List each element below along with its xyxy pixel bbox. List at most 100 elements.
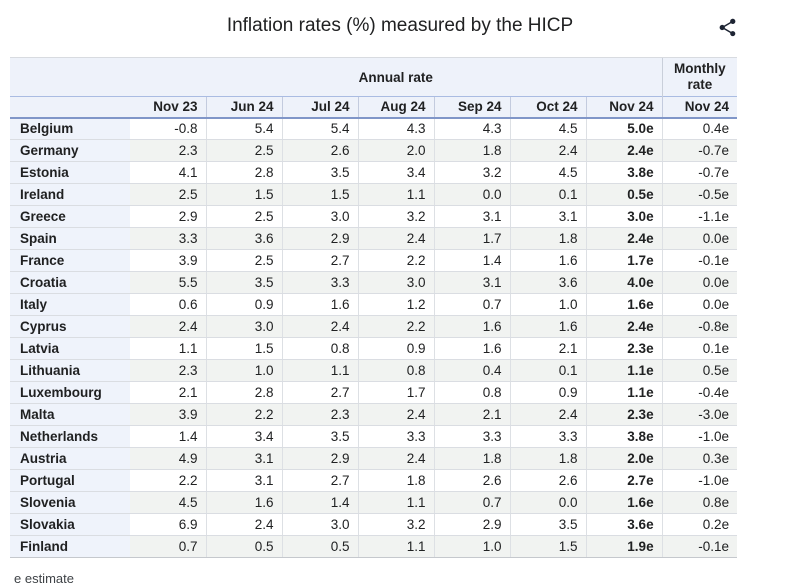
corner-cell — [10, 96, 130, 119]
table-row-malta: Malta 3.9 2.2 2.3 2.4 2.1 2.4 2.3e -3.0e — [10, 403, 738, 426]
title-bar: Inflation rates (%) measured by the HICP — [0, 0, 800, 57]
column-header-aug-24: Aug 24 — [357, 96, 434, 119]
value-cell: 3.5 — [281, 425, 358, 448]
value-cell: 0.9 — [205, 293, 282, 316]
value-cell: 1.1 — [281, 359, 358, 382]
country-cell: Latvia — [10, 337, 130, 360]
value-cell: 3.3 — [357, 425, 434, 448]
value-cell: 3.1 — [433, 271, 510, 294]
table-row-italy: Italy 0.6 0.9 1.6 1.2 0.7 1.0 1.6e 0.0e — [10, 293, 738, 316]
value-cell: 3.3 — [433, 425, 510, 448]
value-cell: 2.6 — [433, 469, 510, 492]
monthly-value-cell: -0.7e — [661, 139, 738, 162]
corner-cell — [10, 57, 130, 97]
annual-rate-group-header: Annual rate — [130, 57, 663, 97]
table-row-austria: Austria 4.9 3.1 2.9 2.4 1.8 1.8 2.0e 0.3e — [10, 447, 738, 470]
table-row-slovakia: Slovakia 6.9 2.4 3.0 3.2 2.9 3.5 3.6e 0.2e — [10, 513, 738, 536]
value-cell: 3.1 — [509, 205, 586, 228]
value-cell: 3.8e — [585, 425, 663, 448]
monthly-value-cell: 0.1e — [661, 337, 738, 360]
value-cell: 0.5 — [205, 535, 282, 558]
monthly-value-cell: -0.8e — [661, 315, 738, 338]
value-cell: 1.5 — [205, 183, 282, 206]
value-cell: 1.1e — [585, 359, 663, 382]
value-cell: 1.4 — [130, 425, 206, 448]
table-row-greece: Greece 2.9 2.5 3.0 3.2 3.1 3.1 3.0e -1.1e — [10, 205, 738, 228]
table-row-latvia: Latvia 1.1 1.5 0.8 0.9 1.6 2.1 2.3e 0.1e — [10, 337, 738, 360]
value-cell: 1.8 — [509, 447, 586, 470]
value-cell: 1.6 — [509, 315, 586, 338]
table-row-netherlands: Netherlands 1.4 3.4 3.5 3.3 3.3 3.3 3.8e -1.0e — [10, 425, 738, 448]
country-cell: Cyprus — [10, 315, 130, 338]
value-cell: 2.5 — [205, 139, 282, 162]
country-cell: Austria — [10, 447, 130, 470]
inflation-table: Annual rate Monthly rate Nov 23 Jun 24 Jul… — [10, 57, 738, 558]
value-cell: 2.8 — [205, 161, 282, 184]
monthly-value-cell: -1.0e — [661, 425, 738, 448]
country-cell: Estonia — [10, 161, 130, 184]
value-cell: 2.4 — [130, 315, 206, 338]
value-cell: 3.2 — [357, 205, 434, 228]
value-cell: 2.2 — [130, 469, 206, 492]
value-cell: 3.3 — [509, 425, 586, 448]
table-row-slovenia: Slovenia 4.5 1.6 1.4 1.1 0.7 0.0 1.6e 0.8e — [10, 491, 738, 514]
value-cell: 1.7 — [433, 227, 510, 250]
value-cell: 1.7e — [585, 249, 663, 272]
table-row-lithuania: Lithuania 2.3 1.0 1.1 0.8 0.4 0.1 1.1e 0.5e — [10, 359, 738, 382]
monthly-value-cell: 0.0e — [661, 227, 738, 250]
country-cell: France — [10, 249, 130, 272]
value-cell: 4.5 — [509, 117, 586, 140]
value-cell: 2.0e — [585, 447, 663, 470]
value-cell: 1.1e — [585, 381, 663, 404]
value-cell: 2.6 — [281, 139, 358, 162]
value-cell: 0.4 — [433, 359, 510, 382]
value-cell: 1.8 — [433, 139, 510, 162]
table-row-ireland: Ireland 2.5 1.5 1.5 1.1 0.0 0.1 0.5e -0.5e — [10, 183, 738, 206]
share-icon[interactable] — [716, 16, 738, 40]
monthly-value-cell: -3.0e — [661, 403, 738, 426]
table-row-estonia: Estonia 4.1 2.8 3.5 3.4 3.2 4.5 3.8e -0.7e — [10, 161, 738, 184]
monthly-value-cell: 0.0e — [661, 293, 738, 316]
value-cell: 4.3 — [433, 117, 510, 140]
value-cell: 2.2 — [205, 403, 282, 426]
table-row-cyprus: Cyprus 2.4 3.0 2.4 2.2 1.6 1.6 2.4e -0.8e — [10, 315, 738, 338]
monthly-value-cell: -1.1e — [661, 205, 738, 228]
value-cell: 1.2 — [357, 293, 434, 316]
value-cell: 2.9 — [433, 513, 510, 536]
column-header-oct-24: Oct 24 — [509, 96, 586, 119]
monthly-value-cell: -0.7e — [661, 161, 738, 184]
country-cell: Portugal — [10, 469, 130, 492]
value-cell: 3.5 — [281, 161, 358, 184]
value-cell: 3.6e — [585, 513, 663, 536]
value-cell: 1.8 — [433, 447, 510, 470]
value-cell: 3.1 — [433, 205, 510, 228]
value-cell: 2.7 — [281, 469, 358, 492]
value-cell: 5.0e — [585, 117, 663, 140]
value-cell: 1.6 — [205, 491, 282, 514]
country-cell: Netherlands — [10, 425, 130, 448]
value-cell: 2.3e — [585, 337, 663, 360]
value-cell: 2.4 — [357, 403, 434, 426]
value-cell: 5.4 — [281, 117, 358, 140]
value-cell: 3.5 — [205, 271, 282, 294]
value-cell: 4.3 — [357, 117, 434, 140]
value-cell: 3.9 — [130, 249, 206, 272]
value-cell: 1.4 — [281, 491, 358, 514]
value-cell: 3.6 — [205, 227, 282, 250]
value-cell: -0.8 — [130, 117, 206, 140]
value-cell: 2.5 — [205, 205, 282, 228]
value-cell: 2.1 — [509, 337, 586, 360]
table-row-germany: Germany 2.3 2.5 2.6 2.0 1.8 2.4 2.4e -0.7e — [10, 139, 738, 162]
value-cell: 2.4 — [509, 403, 586, 426]
value-cell: 2.1 — [433, 403, 510, 426]
country-cell: Ireland — [10, 183, 130, 206]
country-cell: Belgium — [10, 117, 130, 140]
table-row-spain: Spain 3.3 3.6 2.9 2.4 1.7 1.8 2.4e 0.0e — [10, 227, 738, 250]
value-cell: 0.1 — [509, 359, 586, 382]
country-cell: Lithuania — [10, 359, 130, 382]
value-cell: 1.8 — [509, 227, 586, 250]
column-header-nov-23: Nov 23 — [130, 96, 206, 119]
value-cell: 1.8 — [357, 469, 434, 492]
value-cell: 2.2 — [357, 315, 434, 338]
